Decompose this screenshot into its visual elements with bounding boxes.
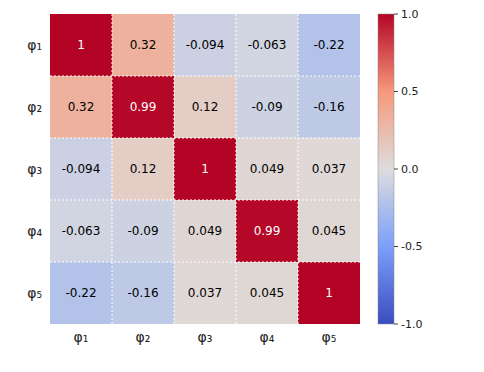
- x-tick-label: φ₃: [198, 329, 213, 345]
- y-tick-label: φ₂: [27, 99, 42, 115]
- y-tick-label: φ₅: [27, 285, 42, 301]
- colorbar-tick: [394, 14, 398, 15]
- axes: φ₁ φ₁ φ₂ φ₂ φ₃ φ₃ φ₄ φ₄ φ₅ φ₅: [27, 37, 336, 345]
- cell: [50, 200, 112, 262]
- data-label: -0.16: [313, 100, 344, 114]
- chart: 1 0.32 -0.094 -0.063 -0.22 0.32 0.99 0.12 -0.09 -…: [0, 0, 484, 372]
- data-label: 0.045: [250, 286, 284, 300]
- data-label: 0.32: [130, 38, 157, 52]
- cell: [298, 138, 360, 200]
- colorbar-tick-label: -1.0: [401, 318, 422, 331]
- cell: [50, 76, 112, 138]
- data-label: -0.22: [65, 286, 96, 300]
- data-label: -0.094: [62, 162, 101, 176]
- data-label: -0.063: [62, 224, 101, 238]
- data-labels: 1 0.32 -0.094 -0.063 -0.22 0.32 0.99 0.12 -0.09 -…: [62, 38, 347, 300]
- data-label: 0.037: [188, 286, 222, 300]
- cells: [50, 14, 360, 324]
- data-label: 1: [77, 38, 85, 52]
- data-label: 0.99: [254, 224, 281, 238]
- cell: [236, 262, 298, 324]
- x-tick-label: φ₂: [136, 329, 151, 345]
- cell: [174, 138, 236, 200]
- grid-line: [112, 14, 113, 324]
- cell: [50, 138, 112, 200]
- x-tick-label: φ₁: [74, 329, 89, 345]
- data-label: 1: [201, 162, 209, 176]
- data-label: 0.12: [130, 162, 157, 176]
- y-tick-label: φ₁: [27, 37, 42, 53]
- data-label: 0.12: [192, 100, 219, 114]
- colorbar-tick: [394, 324, 398, 325]
- data-label: 0.049: [250, 162, 284, 176]
- data-label: -0.063: [248, 38, 287, 52]
- cell: [112, 138, 174, 200]
- cell: [112, 200, 174, 262]
- data-label: 0.049: [188, 224, 222, 238]
- cell: [112, 14, 174, 76]
- cell: [174, 262, 236, 324]
- colorbar-tick-label: -0.5: [401, 240, 422, 253]
- cell: [298, 76, 360, 138]
- data-label: 0.99: [130, 100, 157, 114]
- cell: [298, 200, 360, 262]
- colorbar-tick: [394, 169, 398, 170]
- cell: [112, 262, 174, 324]
- cell: [174, 76, 236, 138]
- cell: [298, 262, 360, 324]
- data-label: -0.22: [313, 38, 344, 52]
- cell: [174, 200, 236, 262]
- cell: [174, 14, 236, 76]
- grid-line: [50, 200, 360, 201]
- grid-line: [174, 14, 175, 324]
- data-label: 1: [325, 286, 333, 300]
- grid-line: [50, 76, 360, 77]
- y-tick-label: φ₄: [27, 223, 42, 239]
- cell: [236, 76, 298, 138]
- colorbar-scale: [378, 14, 394, 324]
- cell: [236, 14, 298, 76]
- data-label: 0.32: [68, 100, 95, 114]
- x-tick-label: φ₄: [260, 329, 275, 345]
- colorbar: 1.0 0.5 0.0 -0.5 -1.0: [378, 8, 422, 331]
- grid-line: [50, 262, 360, 263]
- grid-line: [236, 14, 237, 324]
- data-label: -0.09: [251, 100, 282, 114]
- cell: [112, 76, 174, 138]
- data-label: 0.037: [312, 162, 346, 176]
- x-tick-label: φ₅: [322, 329, 337, 345]
- data-label: -0.16: [127, 286, 158, 300]
- data-label: -0.09: [127, 224, 158, 238]
- colorbar-tick-label: 0.5: [401, 85, 419, 98]
- grid-line: [298, 14, 299, 324]
- cell: [50, 14, 112, 76]
- grid: [50, 14, 360, 324]
- cell: [236, 138, 298, 200]
- cell: [236, 200, 298, 262]
- cell: [50, 262, 112, 324]
- grid-line: [50, 138, 360, 139]
- data-label: -0.094: [186, 38, 225, 52]
- data-label: 0.045: [312, 224, 346, 238]
- cell: [298, 14, 360, 76]
- colorbar-tick-label: 1.0: [401, 8, 419, 21]
- colorbar-tick: [394, 91, 398, 92]
- y-tick-label: φ₃: [27, 161, 42, 177]
- colorbar-tick: [394, 246, 398, 247]
- colorbar-tick-label: 0.0: [401, 163, 419, 176]
